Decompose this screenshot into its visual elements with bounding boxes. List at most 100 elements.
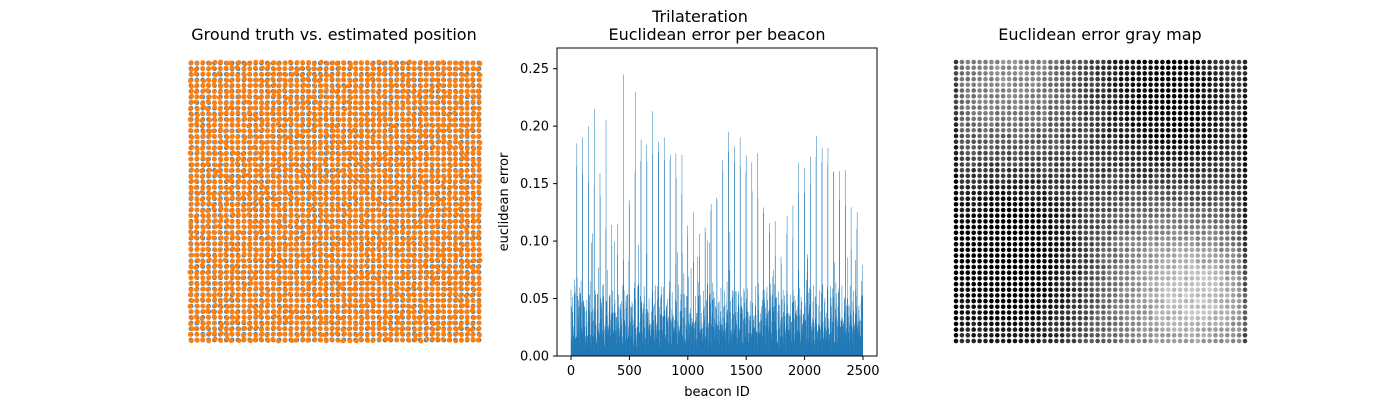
estimated-point xyxy=(265,338,271,343)
estimated-point xyxy=(448,315,453,321)
estimated-point xyxy=(441,257,447,263)
estimated-point xyxy=(200,303,206,309)
estimated-point xyxy=(311,180,317,186)
estimated-point xyxy=(241,139,247,144)
estimated-point xyxy=(370,257,376,263)
estimated-point xyxy=(305,89,311,94)
estimated-point xyxy=(382,101,387,106)
estimated-point xyxy=(371,156,377,162)
estimated-point xyxy=(328,253,334,259)
estimated-point xyxy=(300,258,305,264)
estimated-point xyxy=(429,189,435,195)
estimated-point xyxy=(424,156,430,162)
estimated-point xyxy=(423,303,429,309)
estimated-point xyxy=(288,138,294,144)
estimated-point xyxy=(194,270,200,276)
estimated-point xyxy=(423,236,429,242)
estimated-point xyxy=(440,337,446,342)
estimated-point xyxy=(187,304,193,309)
estimated-point xyxy=(428,178,434,184)
estimated-point xyxy=(272,197,277,202)
estimated-point xyxy=(376,231,381,236)
estimated-point xyxy=(407,224,412,230)
estimated-point xyxy=(453,338,459,344)
estimated-point xyxy=(283,101,288,106)
estimated-point xyxy=(440,298,446,303)
estimated-point xyxy=(347,78,353,84)
estimated-point xyxy=(377,94,382,100)
estimated-point xyxy=(218,252,224,258)
estimated-point xyxy=(417,156,423,161)
estimated-point xyxy=(464,336,470,342)
estimated-point xyxy=(347,168,353,174)
estimated-point xyxy=(352,286,358,292)
estimated-point xyxy=(289,82,294,88)
estimated-point xyxy=(446,123,452,129)
estimated-point xyxy=(200,208,205,214)
estimated-point xyxy=(430,156,435,162)
estimated-point xyxy=(475,116,481,122)
estimated-point xyxy=(282,338,288,343)
estimated-point xyxy=(417,259,423,264)
estimated-point xyxy=(223,327,229,332)
estimated-point xyxy=(353,252,358,258)
estimated-point xyxy=(452,83,458,89)
estimated-point xyxy=(259,285,265,291)
estimated-point xyxy=(329,144,335,150)
estimated-point xyxy=(324,144,330,150)
estimated-point xyxy=(353,310,359,315)
estimated-point xyxy=(442,281,447,287)
estimated-point xyxy=(376,225,382,231)
estimated-point xyxy=(469,236,475,242)
estimated-point xyxy=(201,88,207,94)
estimated-point xyxy=(430,123,436,128)
estimated-point xyxy=(330,207,336,213)
estimated-point xyxy=(265,121,271,127)
estimated-point xyxy=(329,106,334,112)
estimated-point xyxy=(418,83,424,89)
estimated-point xyxy=(324,326,329,332)
estimated-point xyxy=(224,292,230,298)
estimated-point xyxy=(453,168,459,174)
estimated-point xyxy=(206,133,212,139)
estimated-point xyxy=(454,331,459,337)
estimated-point xyxy=(464,101,470,106)
estimated-point xyxy=(470,167,476,173)
estimated-point xyxy=(441,150,447,156)
estimated-point xyxy=(389,213,394,219)
estimated-point xyxy=(300,213,306,218)
estimated-point xyxy=(340,281,346,286)
estimated-point xyxy=(370,252,376,258)
estimated-point xyxy=(194,207,200,213)
estimated-point xyxy=(323,282,329,287)
estimated-point xyxy=(276,309,282,315)
estimated-point xyxy=(393,157,399,163)
estimated-point xyxy=(271,93,277,99)
estimated-point xyxy=(342,184,347,190)
estimated-point xyxy=(448,163,453,169)
estimated-point xyxy=(306,195,312,201)
estimated-point xyxy=(470,321,476,327)
estimated-point xyxy=(195,201,200,207)
estimated-point xyxy=(217,258,223,264)
estimated-point xyxy=(254,247,259,253)
estimated-point xyxy=(329,94,334,100)
estimated-point xyxy=(336,236,342,242)
estimated-point xyxy=(236,196,242,202)
estimated-point xyxy=(358,77,364,83)
estimated-point xyxy=(318,212,324,218)
estimated-point xyxy=(353,117,359,123)
estimated-point xyxy=(447,258,452,263)
estimated-point xyxy=(282,214,287,220)
estimated-point xyxy=(428,292,434,297)
estimated-point xyxy=(252,241,258,247)
estimated-point xyxy=(330,162,335,168)
estimated-point xyxy=(407,138,412,144)
estimated-point xyxy=(463,293,469,299)
estimated-point xyxy=(258,229,264,235)
estimated-point xyxy=(399,180,405,185)
estimated-point xyxy=(383,263,389,269)
estimated-point xyxy=(405,240,411,246)
estimated-point xyxy=(264,145,270,151)
estimated-point xyxy=(470,150,476,156)
